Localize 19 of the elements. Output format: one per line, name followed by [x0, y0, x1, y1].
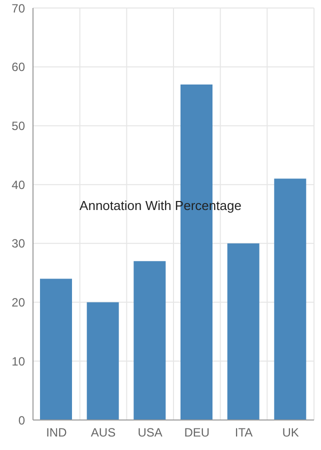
y-tick-label: 0	[18, 413, 26, 428]
bar	[40, 278, 72, 420]
y-tick-label: 30	[12, 236, 26, 251]
x-tick-label: IND	[46, 426, 68, 440]
x-tick-label: AUS	[90, 426, 116, 440]
x-tick-label: UK	[282, 426, 299, 440]
y-tick-label: 60	[12, 60, 26, 74]
bar	[86, 302, 119, 420]
y-tick-label: 50	[12, 118, 26, 133]
y-tick-label: 10	[12, 354, 26, 368]
y-tick-label: 40	[12, 178, 26, 192]
x-tick-label: ITA	[234, 426, 253, 440]
y-tick-label: 70	[12, 1, 26, 16]
x-tick-label: DEU	[184, 426, 210, 440]
bar	[274, 178, 306, 420]
bar	[227, 243, 260, 420]
x-tick-label: USA	[138, 426, 162, 440]
y-tick-label: 20	[12, 296, 26, 310]
bar	[134, 261, 166, 420]
